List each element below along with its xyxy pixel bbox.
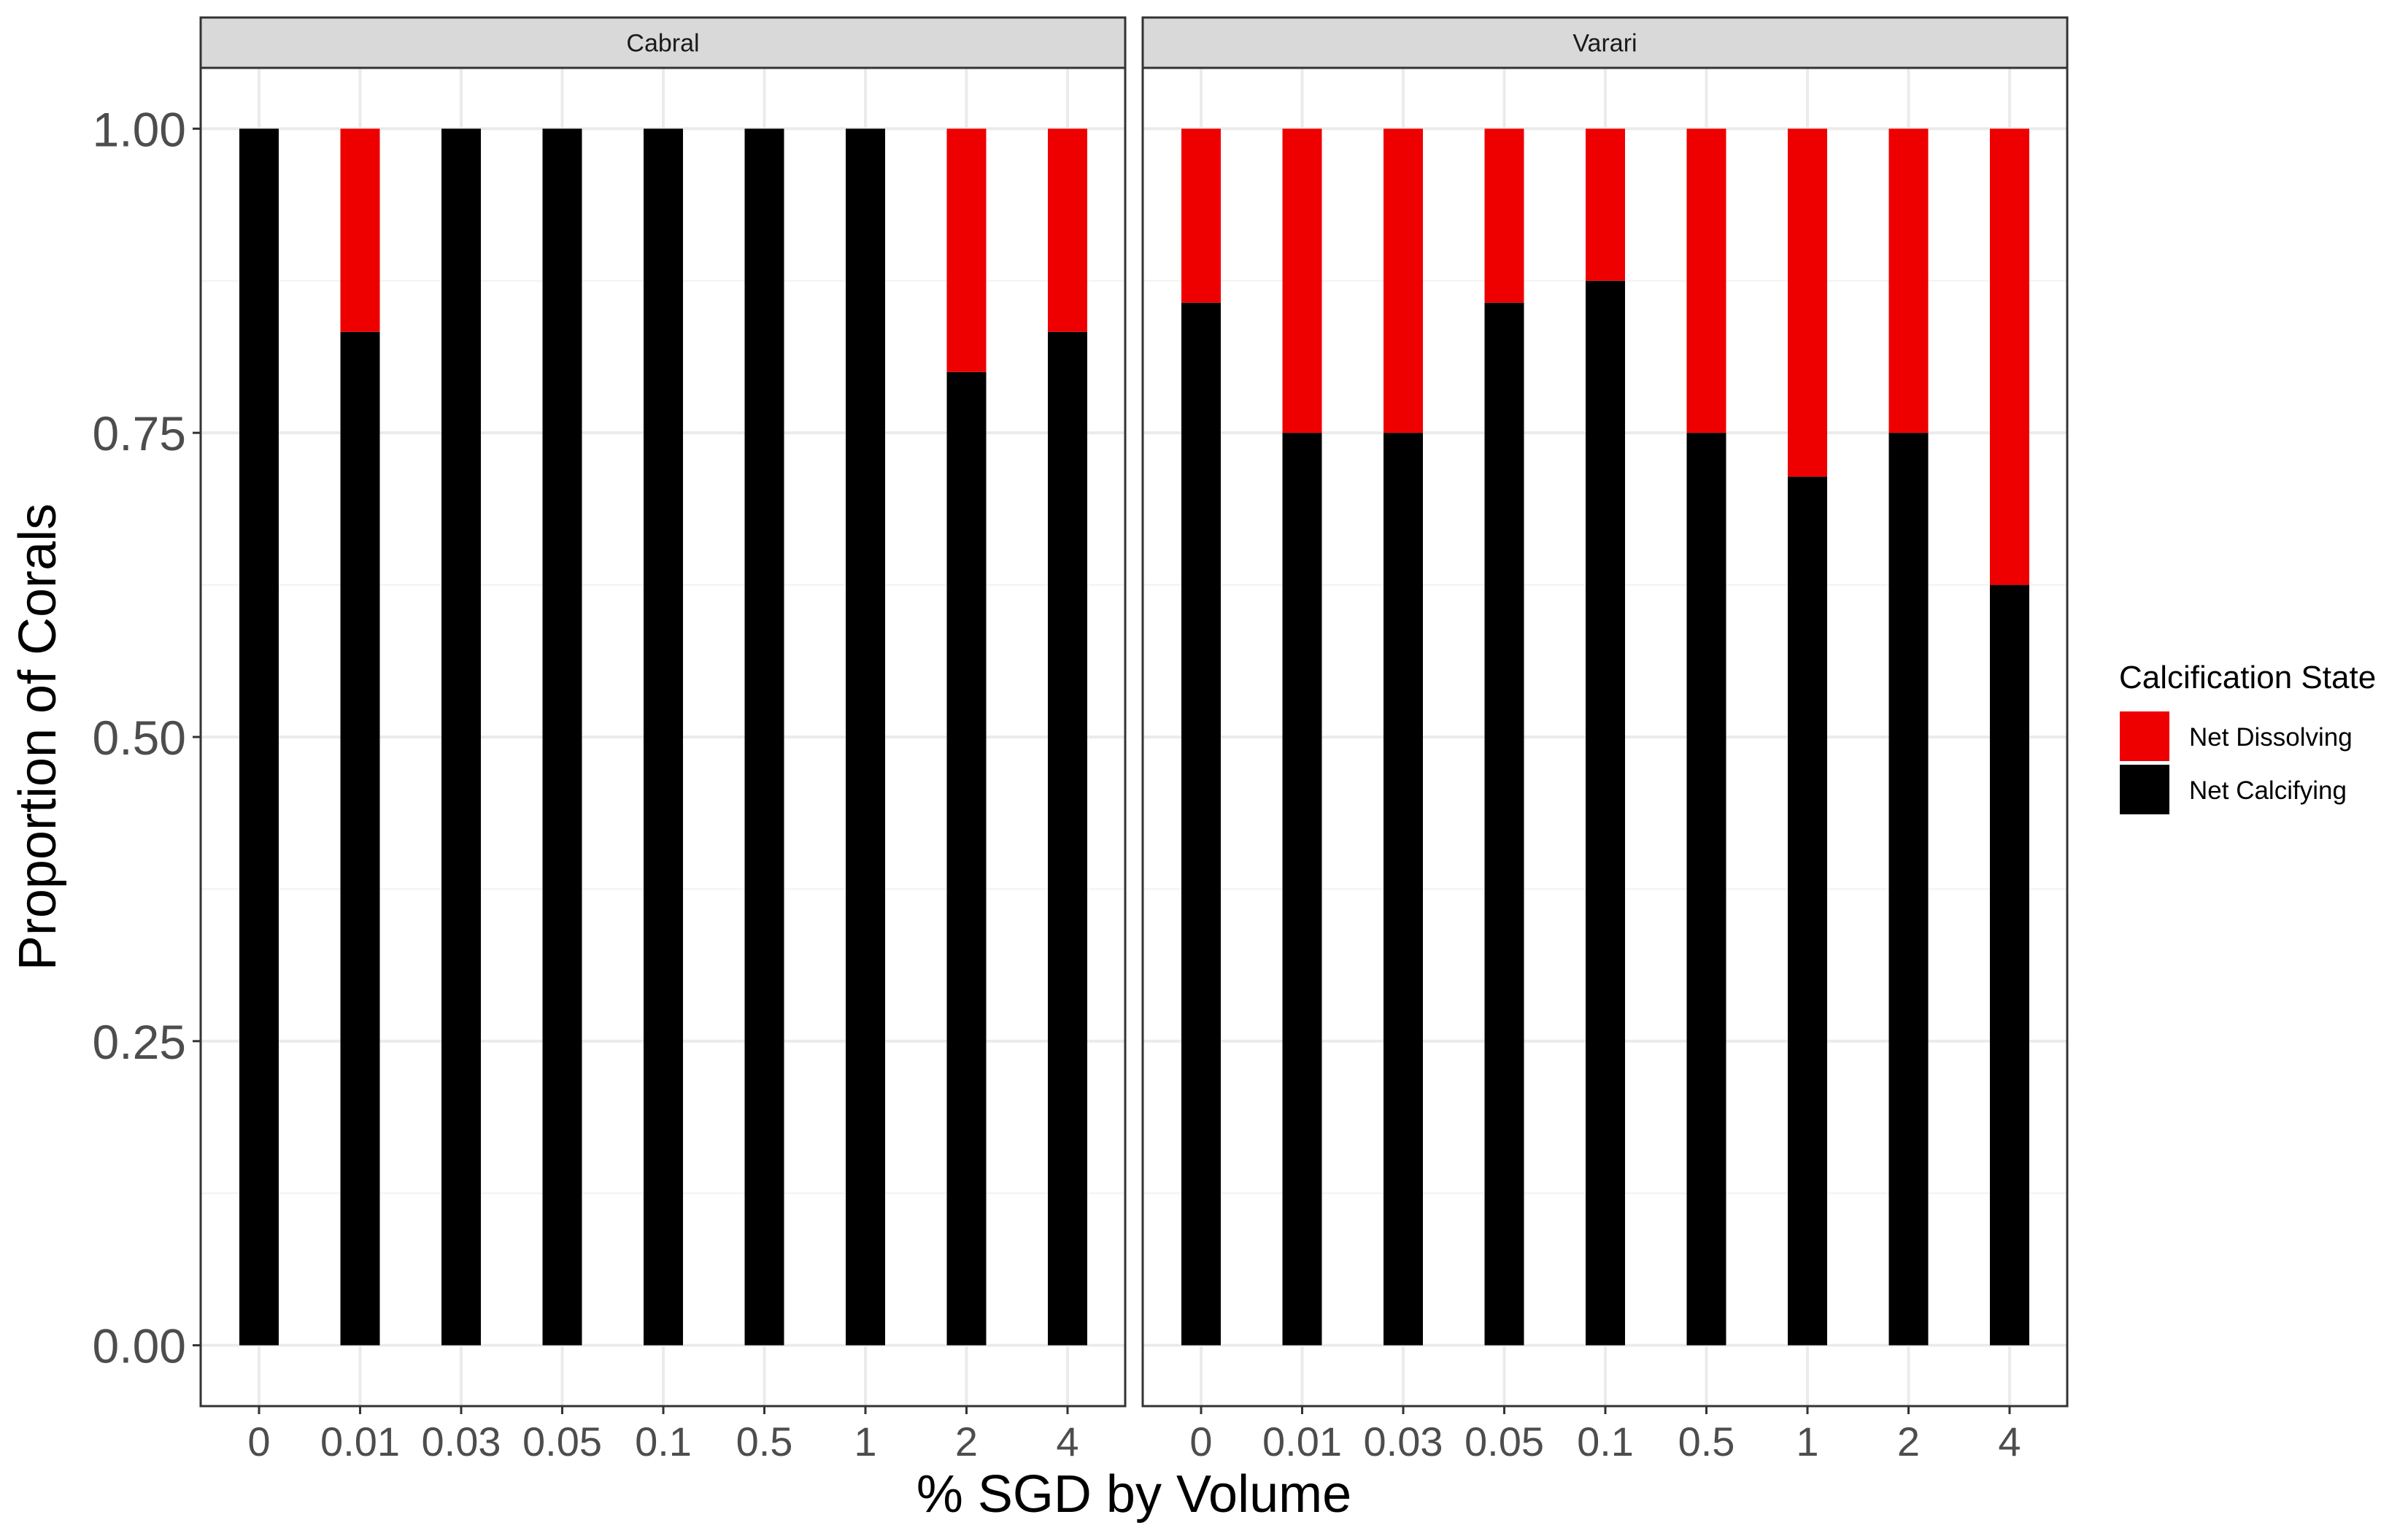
bar-net-calcifying <box>340 331 380 1346</box>
facet-strip <box>1141 16 2069 69</box>
bar-net-calcifying <box>644 128 683 1346</box>
x-tick-label: 0 <box>1189 1419 1212 1464</box>
bar-net-calcifying <box>744 128 784 1346</box>
y-axis: 0.00 0.25 0.50 0.75 1.00 <box>93 102 201 1373</box>
bar-net-calcifying <box>946 371 987 1346</box>
x-tick-label: 2 <box>1897 1419 1920 1464</box>
x-tick-label: 0.1 <box>635 1419 692 1464</box>
bar-net-calcifying <box>1484 302 1524 1346</box>
bar-net-calcifying <box>1181 302 1221 1346</box>
bar-net-dissolving <box>946 128 987 372</box>
legend-label: Net Calcifying <box>2189 776 2347 805</box>
facet-strip-label: Cabral <box>626 30 699 58</box>
bar-net-calcifying <box>1888 433 1929 1346</box>
bar-net-dissolving <box>1048 128 1087 332</box>
bar-net-dissolving <box>340 128 380 332</box>
x-tick-label: 0.01 <box>320 1419 400 1464</box>
x-tick-label: 2 <box>955 1419 978 1464</box>
x-tick-label: 1 <box>854 1419 876 1464</box>
x-tick-label: 0.03 <box>1364 1419 1443 1464</box>
facet-strip-label: Varari <box>1572 30 1637 58</box>
x-tick-label: 4 <box>1998 1419 2021 1464</box>
x-tick-label: 0 <box>247 1419 270 1464</box>
bar-net-calcifying <box>1384 433 1423 1346</box>
bar-net-calcifying <box>1990 584 2029 1346</box>
x-tick-label: 0.1 <box>1577 1419 1634 1464</box>
x-tick-label: 0.03 <box>422 1419 501 1464</box>
bar-net-calcifying <box>1686 433 1726 1346</box>
x-tick-label: 0.01 <box>1262 1419 1342 1464</box>
bar-net-dissolving <box>1888 128 1929 433</box>
x-tick-label: 0.5 <box>1678 1419 1735 1464</box>
x-tick-label: 0.05 <box>1465 1419 1544 1464</box>
bar-net-dissolving <box>1586 128 1625 281</box>
y-tick-label: 0.50 <box>93 711 186 765</box>
x-tick-label: 1 <box>1796 1419 1818 1464</box>
bar-net-calcifying <box>1048 331 1087 1346</box>
facet-strip <box>199 16 1127 69</box>
y-axis-title: Proportion of Corals <box>9 503 67 970</box>
panel-varari: 0 0.01 0.03 0.05 0.1 0.5 1 2 4 Varari <box>1141 16 2069 1464</box>
legend-key-net-calcifying <box>2120 765 2169 814</box>
bar-net-calcifying <box>1282 433 1322 1346</box>
bar-net-calcifying <box>239 128 279 1346</box>
x-axis-title: % SGD by Volume <box>916 1465 1351 1524</box>
bar-net-calcifying <box>542 128 582 1346</box>
bar-net-dissolving <box>1282 128 1322 433</box>
x-tick-label: 0.05 <box>522 1419 602 1464</box>
bar-net-dissolving <box>1484 128 1524 303</box>
panel-cabral: 0 0.01 0.03 0.05 0.1 0.5 1 2 4 Cabral <box>199 16 1127 1464</box>
y-tick-label: 1.00 <box>93 102 186 156</box>
bar-net-dissolving <box>1788 128 1827 477</box>
y-tick-label: 0.75 <box>93 406 186 460</box>
x-tick-label: 4 <box>1056 1419 1078 1464</box>
bar-net-dissolving <box>1181 128 1221 303</box>
bar-net-calcifying <box>846 128 885 1346</box>
x-tick-label: 0.5 <box>736 1419 793 1464</box>
y-tick-label: 0.25 <box>93 1015 186 1069</box>
bar-net-dissolving <box>1990 128 2029 585</box>
y-tick-label: 0.00 <box>93 1319 186 1373</box>
legend-label: Net Dissolving <box>2189 723 2353 752</box>
legend-title: Calcification State <box>2119 660 2376 695</box>
bar-net-calcifying <box>1586 280 1625 1346</box>
bar-net-dissolving <box>1686 128 1726 433</box>
legend: Calcification State Net Dissolving Net Cal… <box>2119 660 2376 814</box>
bar-net-calcifying <box>1788 476 1827 1346</box>
legend-key-net-dissolving <box>2120 711 2169 761</box>
bar-net-dissolving <box>1384 128 1423 433</box>
bar-net-calcifying <box>441 128 481 1346</box>
